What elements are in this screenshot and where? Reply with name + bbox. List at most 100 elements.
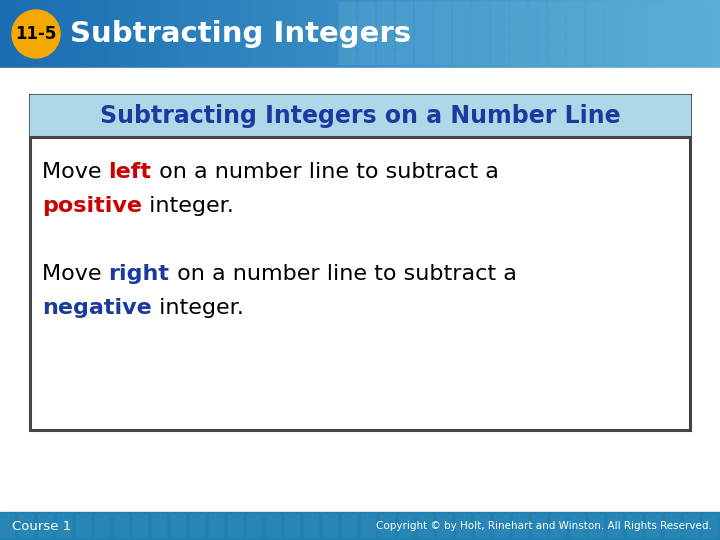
Bar [0,0,9,68]
Bar [63,0,72,68]
Bar [378,0,387,68]
FancyBboxPatch shape [605,50,623,65]
Bar [19,514,34,538]
Text: left: left [109,162,152,182]
FancyBboxPatch shape [433,17,451,33]
FancyBboxPatch shape [567,17,585,33]
FancyBboxPatch shape [510,50,528,65]
Bar [549,0,558,68]
Bar [486,0,495,68]
Text: Copyright © by Holt, Rinehart and Winston. All Rights Reserved.: Copyright © by Holt, Rinehart and Winsto… [376,521,712,531]
Bar [180,0,189,68]
Bar [450,0,459,68]
Bar [702,0,711,68]
FancyBboxPatch shape [662,17,680,33]
FancyBboxPatch shape [395,33,413,50]
Bar [441,0,450,68]
Text: Course 1: Course 1 [12,519,71,532]
FancyBboxPatch shape [338,2,356,17]
Bar [209,514,224,538]
Text: Subtracting Integers: Subtracting Integers [70,20,411,48]
FancyBboxPatch shape [680,50,698,65]
FancyBboxPatch shape [338,50,356,65]
Bar [95,514,110,538]
FancyBboxPatch shape [452,33,470,50]
FancyBboxPatch shape [585,50,603,65]
Bar [36,0,45,68]
Bar [399,514,414,538]
Bar [30,95,690,137]
FancyBboxPatch shape [662,50,680,65]
Bar [351,0,360,68]
Bar [171,0,180,68]
Bar [18,0,27,68]
Bar [270,0,279,68]
Bar [513,0,522,68]
Bar [117,0,126,68]
FancyBboxPatch shape [547,17,565,33]
FancyBboxPatch shape [528,17,546,33]
FancyBboxPatch shape [472,2,490,17]
FancyBboxPatch shape [395,50,413,65]
Bar [285,514,300,538]
Bar [304,514,319,538]
FancyBboxPatch shape [358,17,376,33]
Bar [612,0,621,68]
FancyBboxPatch shape [510,33,528,50]
FancyBboxPatch shape [680,33,698,50]
Bar [437,514,452,538]
FancyBboxPatch shape [415,2,433,17]
FancyBboxPatch shape [547,50,565,65]
FancyBboxPatch shape [338,17,356,33]
Bar [216,0,225,68]
FancyBboxPatch shape [624,2,642,17]
Bar [190,514,205,538]
Bar [360,0,369,68]
FancyBboxPatch shape [472,50,490,65]
Bar [342,514,357,538]
Bar [247,514,262,538]
Bar [152,514,167,538]
Bar [504,0,513,68]
FancyBboxPatch shape [680,17,698,33]
Bar [333,0,342,68]
Bar [207,0,216,68]
FancyBboxPatch shape [528,33,546,50]
Bar [603,0,612,68]
Bar [703,514,718,538]
FancyBboxPatch shape [395,17,413,33]
Bar [0,512,720,540]
FancyBboxPatch shape [472,17,490,33]
Bar [684,0,693,68]
Bar [57,514,72,538]
FancyBboxPatch shape [377,33,395,50]
Bar [133,514,148,538]
Bar [666,0,675,68]
Bar [225,0,234,68]
FancyBboxPatch shape [528,50,546,65]
Bar [594,0,603,68]
Bar [432,0,441,68]
FancyBboxPatch shape [605,2,623,17]
Bar [324,0,333,68]
Bar [135,0,144,68]
Bar [585,0,594,68]
FancyBboxPatch shape [585,17,603,33]
Bar [630,0,639,68]
Bar [297,0,306,68]
Bar [234,0,243,68]
Bar [494,514,509,538]
Bar [99,0,108,68]
FancyBboxPatch shape [358,50,376,65]
Bar [369,0,378,68]
Bar [675,0,684,68]
FancyBboxPatch shape [642,17,660,33]
FancyBboxPatch shape [567,2,585,17]
Bar [243,0,252,68]
Bar [189,0,198,68]
FancyBboxPatch shape [547,2,565,17]
Bar [540,0,549,68]
FancyBboxPatch shape [624,33,642,50]
FancyBboxPatch shape [662,33,680,50]
FancyBboxPatch shape [415,17,433,33]
